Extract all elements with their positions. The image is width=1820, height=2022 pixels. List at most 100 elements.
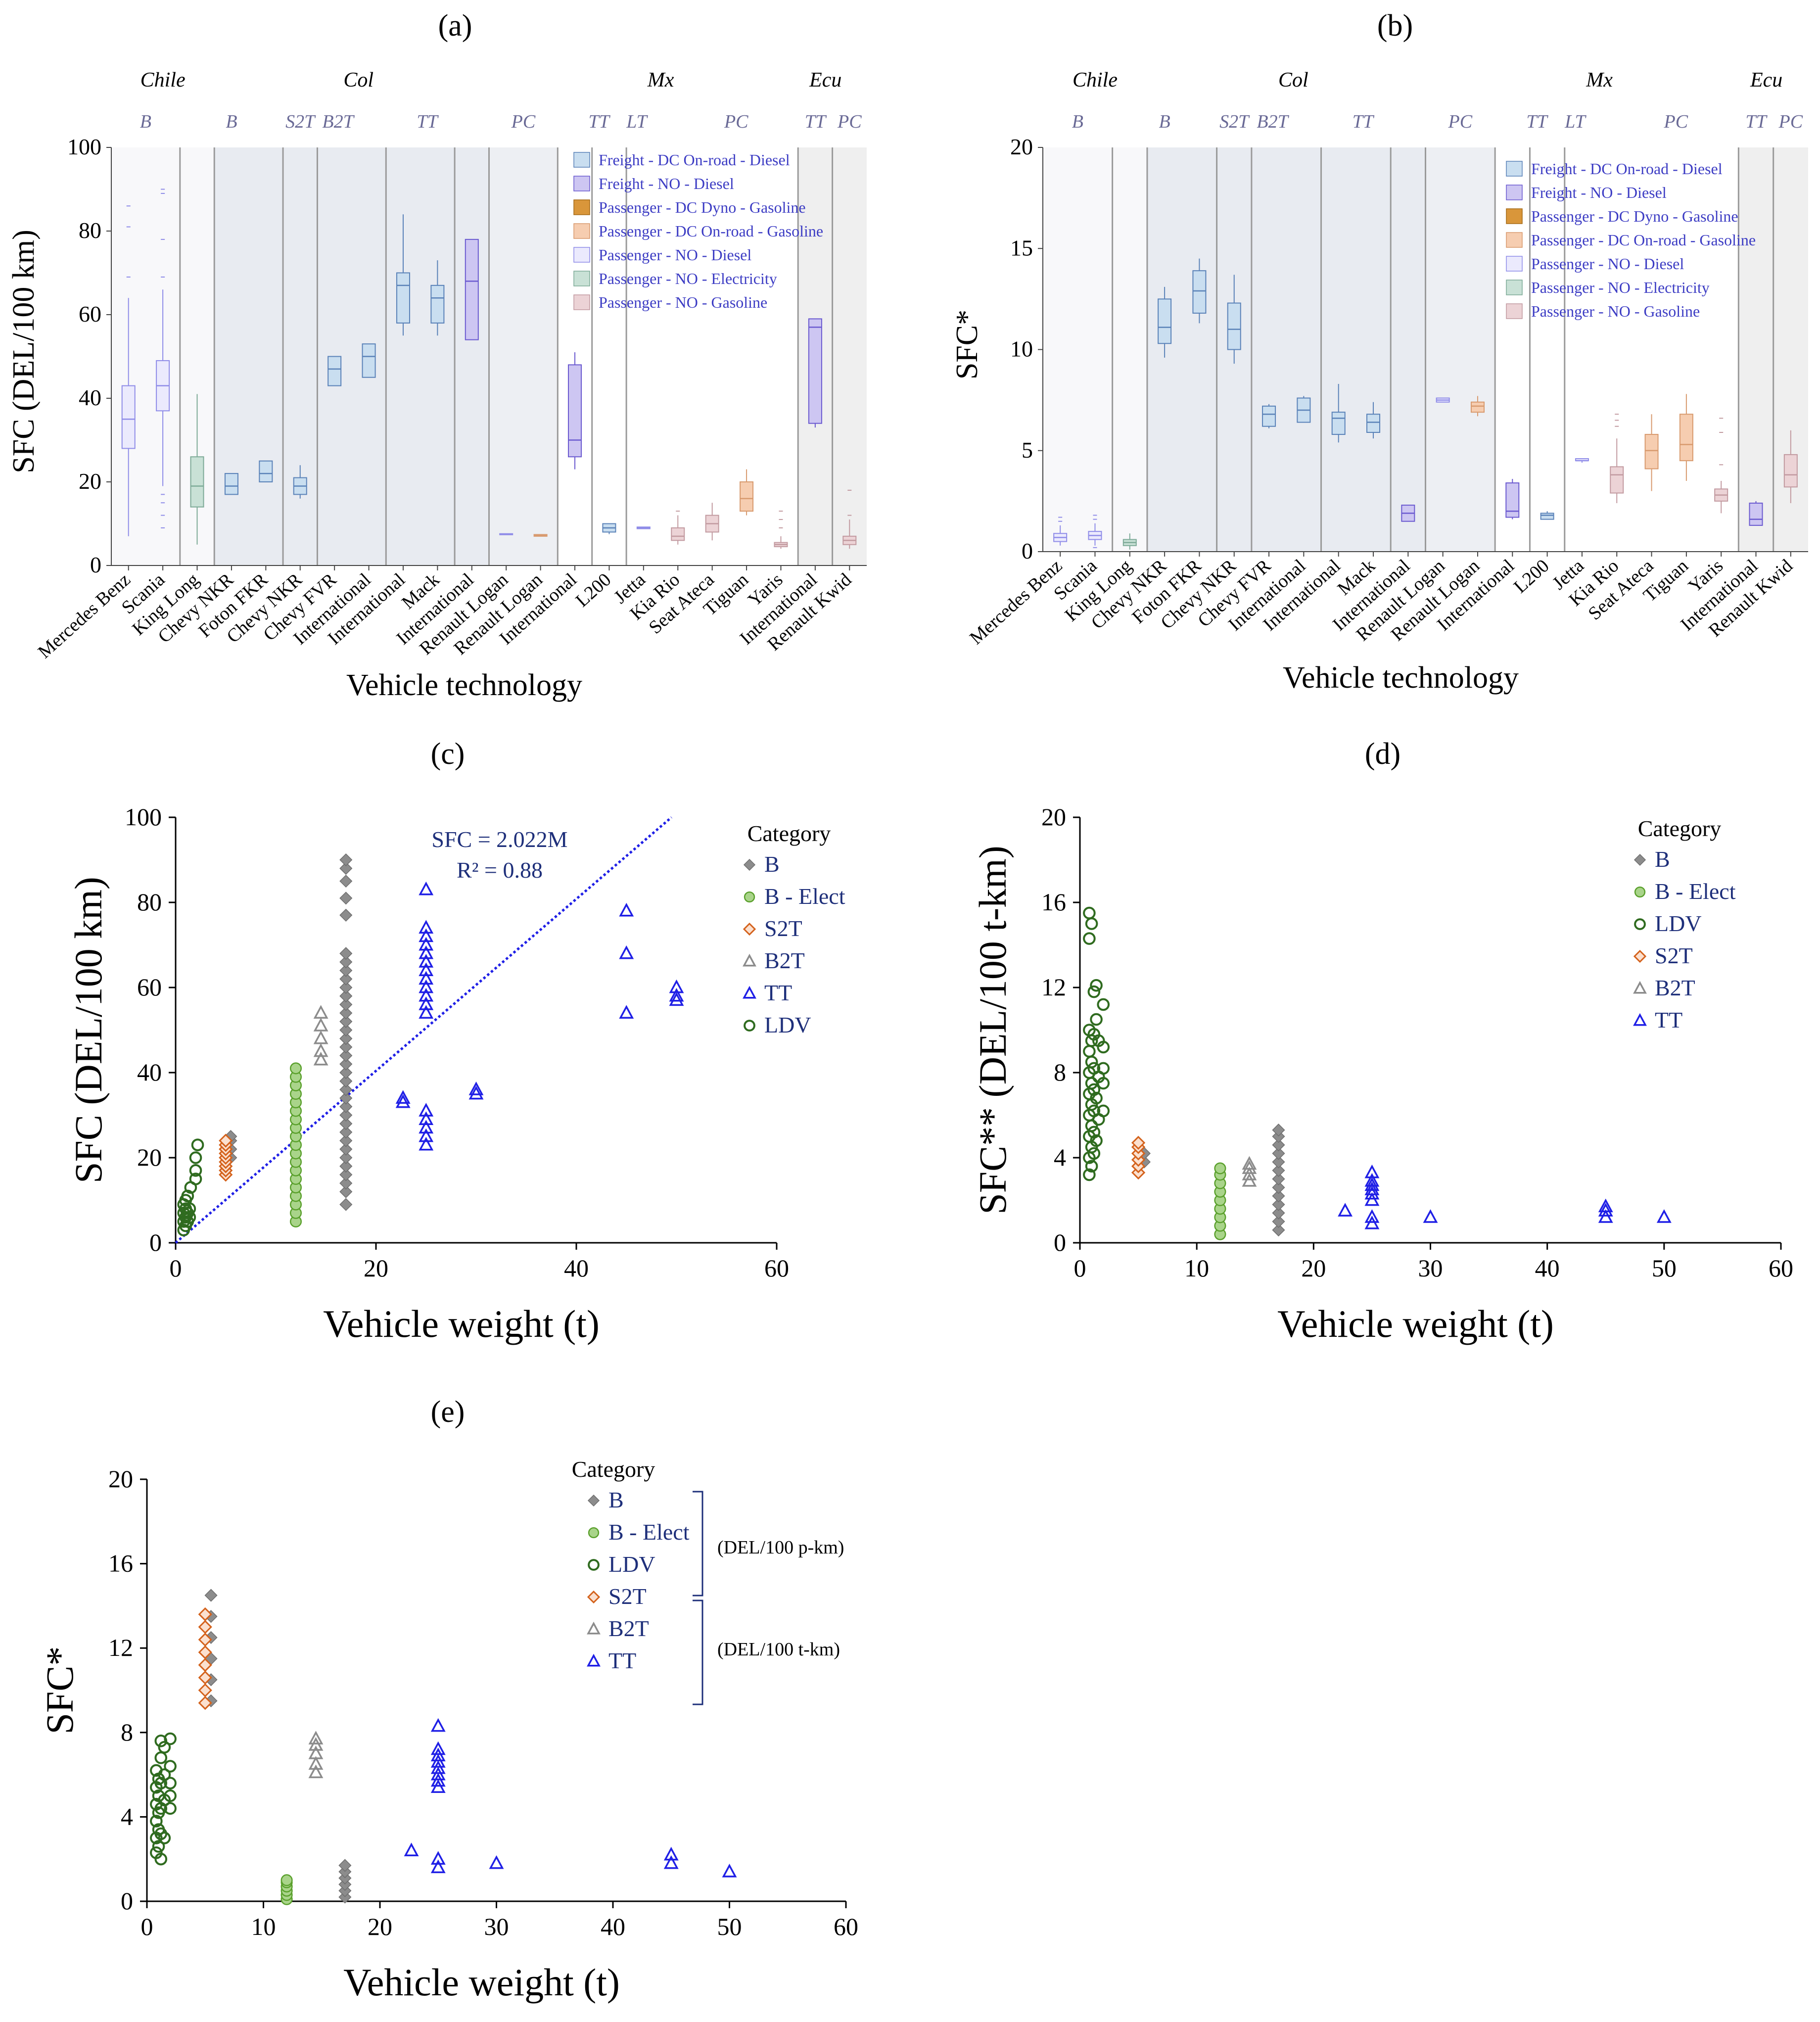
- data-point-TT: [419, 937, 434, 951]
- data-point-LDV: [1083, 1168, 1096, 1181]
- box-18: [740, 481, 754, 512]
- legend-marker-B2T: [1633, 981, 1647, 994]
- data-point-B: [339, 1108, 353, 1122]
- category-label: B: [140, 111, 151, 132]
- shade-region: [214, 147, 489, 565]
- data-point-LDV: [189, 1173, 202, 1185]
- legend-label: Passenger - NO - Electricity: [599, 270, 777, 287]
- category-label: PC: [724, 111, 748, 132]
- country-label-Ecu: Ecu: [1750, 69, 1782, 92]
- legend-swatch: [573, 294, 590, 310]
- category-label: TT: [1526, 111, 1548, 132]
- legend-swatch: [573, 199, 590, 215]
- series-LDV: [1083, 906, 1110, 1181]
- data-point-TT: [619, 945, 634, 959]
- category-label: PC: [1778, 111, 1803, 132]
- legend-marker-B_Elect: [1634, 886, 1646, 898]
- country-label-Col: Col: [343, 69, 373, 92]
- category-label: LT: [1564, 111, 1587, 132]
- legend-marker-B: [587, 1494, 600, 1507]
- data-point-LDV: [1083, 906, 1096, 920]
- box-2: [190, 456, 204, 508]
- data-point-B: [339, 998, 353, 1011]
- y-tick-label: 12: [108, 1634, 133, 1661]
- data-point-B: [339, 1185, 353, 1198]
- legend-swatch: [573, 247, 590, 263]
- legend-label: Passenger - DC Dyno - Gasoline: [599, 198, 806, 216]
- panel-label-a: (a): [438, 9, 472, 43]
- data-point-TT: [1364, 1185, 1380, 1200]
- country-label-Chile: Chile: [1073, 69, 1118, 92]
- x-tick-label: 40: [1535, 1254, 1560, 1282]
- legend-label: Freight - NO - Diesel: [1531, 184, 1667, 201]
- data-point-B: [339, 955, 353, 969]
- data-point-B: [339, 853, 353, 867]
- legend-swatch: [1506, 232, 1523, 248]
- legend-label: Freight - NO - Diesel: [599, 175, 734, 192]
- legend-label: Passenger - DC On-road - Gasoline: [599, 222, 823, 240]
- y-tick-label: 20: [108, 1465, 133, 1493]
- panel-label-b: (b): [1377, 9, 1413, 43]
- legend-swatch: [573, 271, 590, 286]
- data-point-LDV: [189, 1164, 202, 1177]
- y-tick-label: 4: [121, 1802, 133, 1830]
- panel-label-c: (c): [431, 737, 465, 771]
- legend-label-TT: TT: [764, 980, 792, 1005]
- category-label: TT: [588, 111, 610, 132]
- series-TT: [1338, 1164, 1672, 1229]
- category-label: B2T: [1257, 111, 1289, 132]
- data-point-B: [339, 1151, 353, 1165]
- data-point-B: [339, 1198, 353, 1211]
- legend-swatch: [1506, 303, 1523, 319]
- shade-region: [558, 147, 798, 565]
- x-tick-label: 20: [1301, 1254, 1326, 1282]
- box-9: [1366, 414, 1381, 433]
- data-point-TT: [419, 962, 434, 976]
- data-point-B: [339, 1075, 353, 1088]
- data-point-B: [339, 1032, 353, 1045]
- legend-swatch: [1506, 161, 1523, 177]
- series-B: [204, 1589, 352, 1904]
- data-point-LDV: [164, 1802, 177, 1815]
- x-tick-label: Mercedes Benz: [966, 555, 1066, 649]
- unit-group-label-1: (DEL/100 t-km): [717, 1639, 840, 1660]
- series-S2T: [198, 1607, 212, 1710]
- box-12: [1470, 401, 1485, 413]
- legend-title: Category: [1638, 816, 1722, 841]
- data-point-S2T: [198, 1633, 212, 1647]
- data-point-TT: [430, 1718, 446, 1732]
- y-tick-label: 15: [1010, 235, 1033, 260]
- data-point-LDV: [1090, 1091, 1103, 1105]
- legend-swatch: [1506, 208, 1523, 224]
- data-point-B: [339, 1015, 353, 1028]
- y-tick-label: 0: [1022, 538, 1033, 564]
- data-point-B: [339, 862, 353, 875]
- legend-marker-S2T: [587, 1590, 601, 1604]
- data-point-B2T: [1242, 1156, 1257, 1170]
- data-point-B: [1272, 1164, 1285, 1177]
- data-point-TT: [419, 881, 434, 895]
- data-point-B: [339, 1134, 353, 1147]
- data-point-B: [339, 1091, 353, 1105]
- country-label-Ecu: Ecu: [809, 69, 841, 92]
- data-point-TT: [1364, 1164, 1380, 1178]
- legend-label: Passenger - NO - Diesel: [1531, 255, 1684, 273]
- box-14: [1540, 513, 1554, 520]
- country-label-Col: Col: [1278, 69, 1308, 92]
- data-point-B: [1272, 1155, 1285, 1169]
- data-point-B: [339, 1040, 353, 1054]
- bracket-p-km: [693, 1491, 703, 1597]
- series-TT: [395, 881, 684, 1151]
- legend-swatch: [1506, 185, 1523, 200]
- category-label: PC: [837, 111, 862, 132]
- legend-label-B_Elect: B - Elect: [1655, 879, 1736, 904]
- data-point-TT: [395, 1090, 411, 1104]
- category-label: PC: [511, 111, 536, 132]
- data-point-TT: [395, 1094, 411, 1108]
- data-point-B: [339, 981, 353, 994]
- x-tick-label: 0: [1074, 1254, 1086, 1282]
- data-point-B: [338, 1859, 352, 1872]
- series-S2T: [219, 1133, 233, 1182]
- legend-marker-S2T: [1633, 949, 1647, 963]
